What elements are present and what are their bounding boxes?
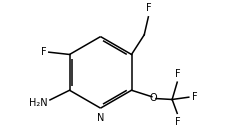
Text: F: F [192, 92, 198, 102]
Text: H₂N: H₂N [30, 98, 48, 108]
Text: F: F [175, 117, 180, 127]
Text: F: F [41, 47, 47, 57]
Text: F: F [175, 69, 180, 79]
Text: O: O [149, 93, 157, 103]
Text: F: F [146, 3, 152, 13]
Text: N: N [97, 113, 104, 123]
